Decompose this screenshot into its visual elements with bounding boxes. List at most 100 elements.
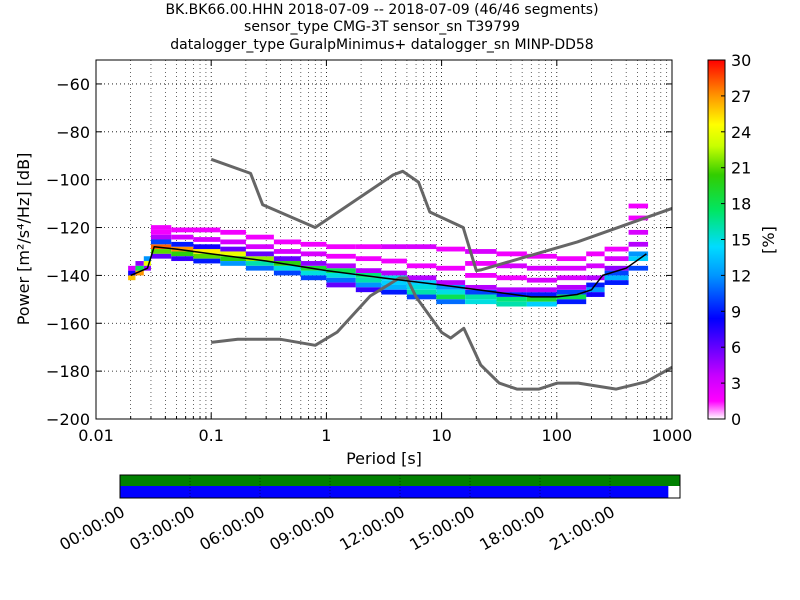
axes [95, 59, 673, 420]
density-bin [150, 249, 172, 254]
density-bin [496, 296, 527, 302]
density-bin [586, 292, 605, 297]
density-bin [406, 294, 437, 300]
density-bin [128, 270, 136, 276]
chart-title-line-1: BK.BK66.00.HHN 2018-07-09 -- 2018-07-09 … [165, 2, 599, 18]
density-bin [496, 301, 527, 307]
density-bin [193, 244, 221, 250]
density-bin [381, 258, 407, 264]
density-bin [300, 261, 327, 266]
density-bin [604, 256, 629, 262]
density-bin [496, 251, 527, 257]
density-bin [150, 239, 172, 245]
density-bin [381, 289, 407, 295]
density-bin [355, 244, 382, 250]
timeline-tick-label: 18:00:00 [476, 502, 548, 554]
density-bin [150, 234, 172, 240]
density-bin [245, 256, 274, 262]
noise-model-high-line [210, 157, 673, 273]
density-bin [381, 244, 407, 250]
density-bin [273, 239, 301, 245]
density-bin [556, 294, 587, 300]
density-bin [496, 287, 527, 293]
density-bin [220, 261, 246, 266]
mode-line [130, 245, 647, 298]
colorbar-tick-label: 6 [731, 338, 741, 357]
colorbar: 0 3 6 9 12 15 18 21 24 27 30 [%] [707, 51, 778, 429]
density-bin [245, 244, 274, 250]
density-bin [406, 289, 437, 295]
density-bin [135, 265, 144, 271]
colorbar-tick-label: 30 [731, 51, 751, 70]
density-bin [300, 251, 327, 257]
y-tick-label: −180 [46, 362, 90, 381]
colorbar-tick-label: 3 [731, 374, 741, 393]
density-bin [193, 253, 221, 259]
density-bin [604, 270, 629, 276]
density-bin [355, 287, 382, 293]
density-bin [526, 296, 557, 302]
density-bin [143, 256, 151, 262]
density-bin [326, 273, 356, 278]
density-bin [604, 280, 629, 285]
density-bin [193, 249, 221, 254]
density-bin [355, 256, 382, 262]
density-bin [604, 275, 629, 281]
density-bin [171, 246, 194, 252]
density-bin [526, 287, 557, 293]
density-bin [406, 284, 437, 290]
density-bin [326, 263, 356, 269]
density-bin [556, 256, 587, 262]
x-tick-label: 100 [542, 426, 573, 445]
density-bin [436, 284, 466, 290]
density-bin [193, 258, 221, 264]
density-bin [273, 256, 301, 262]
colorbar-tick-label: 15 [731, 231, 751, 250]
density-bin [150, 244, 172, 250]
density-bin [406, 244, 437, 250]
density-bin [381, 284, 407, 290]
colorbar-tick-label: 9 [731, 302, 741, 321]
density-bin [171, 227, 194, 233]
density-bin [465, 273, 497, 278]
timeline-tick-label: 03:00:00 [126, 502, 198, 554]
density-bin [526, 277, 557, 283]
density-bin [171, 234, 194, 240]
x-axis-label: Period [s] [346, 449, 422, 468]
y-tick-label: −80 [56, 123, 90, 142]
density-bin [436, 265, 466, 271]
density-bin [355, 282, 382, 288]
y-tick-label: −140 [46, 266, 90, 285]
timeline-track [120, 475, 680, 486]
density-bin [273, 261, 301, 266]
density-bin [381, 275, 407, 281]
colorbar-tick-label: 18 [731, 195, 751, 214]
density-bin [381, 270, 407, 276]
x-tick-label: 10 [431, 426, 451, 445]
x-tick-label: 0.01 [78, 426, 114, 445]
y-tick-label: −160 [46, 314, 90, 333]
density-bin [628, 215, 649, 221]
colorbar-tick-label: 24 [731, 123, 751, 142]
density-bin [171, 256, 194, 262]
density-bin [436, 246, 466, 252]
density-heatmap [128, 203, 649, 307]
y-tick-label: −60 [56, 75, 90, 94]
density-bin [245, 261, 274, 266]
density-bin [465, 249, 497, 254]
x-tick-label: 1 [321, 426, 331, 445]
density-bin [628, 265, 649, 271]
density-bin [300, 270, 327, 276]
x-tick-label: 0.1 [198, 426, 223, 445]
y-tick-label: −200 [46, 410, 90, 429]
density-bin [245, 265, 274, 271]
coverage-timeline: 00:00:0003:00:0006:00:0009:00:0012:00:00… [56, 474, 681, 554]
density-bin [326, 268, 356, 274]
density-bin [171, 251, 194, 257]
density-bin [465, 294, 497, 300]
density-bin [586, 275, 605, 281]
density-bin [220, 239, 246, 245]
y-tick-label: −100 [46, 171, 90, 190]
colorbar-tick-label: 21 [731, 159, 751, 178]
density-bin [193, 237, 221, 242]
